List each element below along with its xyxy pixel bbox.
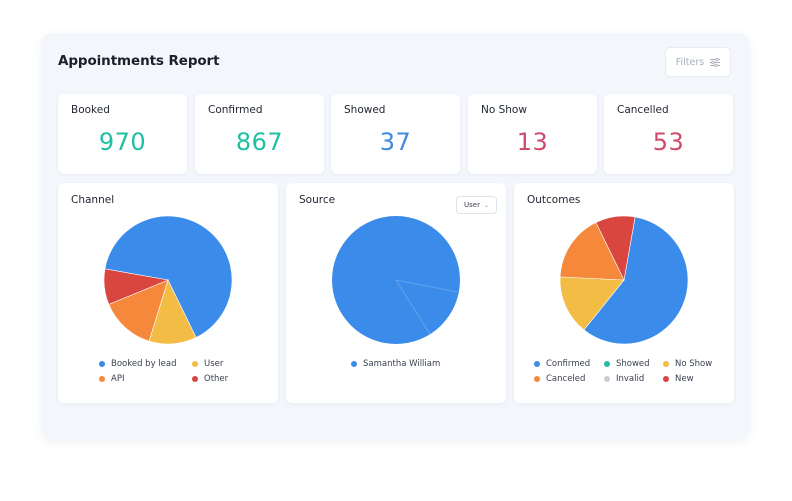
outcomes-chart-card: Outcomes Confirmed Showed No Show Cancel…	[514, 183, 734, 403]
legend-dot	[192, 361, 198, 367]
outcomes-pie-chart	[559, 215, 689, 345]
legend-label: Other	[204, 374, 229, 384]
pie-slice-api	[108, 279, 169, 342]
legend-dot	[534, 361, 540, 367]
legend-item: Booked by lead	[99, 359, 177, 369]
legend-dot	[99, 376, 105, 382]
stat-value: 13	[516, 128, 549, 156]
legend-item: Invalid	[604, 374, 644, 384]
legend-item: API	[99, 374, 124, 384]
legend-item: Confirmed	[534, 359, 590, 369]
chevron-down-icon: ⌄	[483, 201, 489, 209]
stat-card-booked: Booked 970	[58, 94, 187, 174]
legend-label: Invalid	[616, 374, 645, 384]
stat-label: Showed	[344, 104, 386, 116]
stat-label: Booked	[71, 104, 110, 116]
stat-value: 37	[379, 128, 412, 156]
legend-label: API	[111, 374, 125, 384]
source-pie-chart	[332, 216, 460, 344]
source-user-dropdown[interactable]: User ⌄	[456, 196, 497, 214]
legend-dot	[604, 361, 610, 367]
chart-title: Outcomes	[527, 194, 581, 206]
stat-label: Cancelled	[617, 104, 669, 116]
appointments-report-panel: Appointments Report Filters Booked 970 C…	[42, 33, 749, 439]
legend-dot	[99, 361, 105, 367]
legend-label: Booked by lead	[111, 359, 177, 369]
stat-value: 53	[652, 128, 685, 156]
report-title: Appointments Report	[58, 53, 220, 69]
legend-item: New	[663, 374, 694, 384]
stat-label: No Show	[481, 104, 527, 116]
legend-label: New	[675, 374, 694, 384]
legend-dot	[663, 361, 669, 367]
dropdown-value: User	[464, 201, 480, 209]
filters-label: Filters	[675, 56, 705, 68]
legend-label: User	[204, 359, 224, 369]
sliders-icon	[710, 57, 721, 67]
stat-label: Confirmed	[208, 104, 263, 116]
channel-pie-chart	[103, 215, 233, 345]
stat-value: 970	[98, 128, 147, 156]
legend-dot	[534, 376, 540, 382]
filters-button[interactable]: Filters	[665, 47, 731, 77]
pie-slice-booked-by-lead	[104, 215, 233, 338]
pie-slice-other	[103, 268, 170, 305]
legend-dot	[663, 376, 669, 382]
chart-title: Channel	[71, 194, 115, 206]
legend-label: Confirmed	[546, 359, 591, 369]
stat-card-cancelled: Cancelled 53	[604, 94, 733, 174]
pie-slice-no-show	[559, 276, 625, 331]
legend-label: No Show	[675, 359, 713, 369]
pie-slice-canceled	[559, 222, 625, 281]
legend-item: User	[192, 359, 223, 369]
legend-item: Canceled	[534, 374, 585, 384]
legend-item: Showed	[604, 359, 650, 369]
channel-chart-card: Channel Booked by lead User API Other	[58, 183, 278, 403]
legend-dot	[604, 376, 610, 382]
legend-item: Samantha William	[351, 359, 440, 369]
stat-card-showed: Showed 37	[331, 94, 460, 174]
stat-card-no-show: No Show 13	[468, 94, 597, 174]
pie-slice-confirmed	[583, 216, 689, 345]
pie-slice-new	[595, 215, 636, 281]
legend-item: Other	[192, 374, 228, 384]
pie-seam	[395, 279, 431, 335]
legend-dot	[192, 376, 198, 382]
legend-label: Samantha William	[363, 359, 441, 369]
source-chart-card: Source User ⌄ Samantha William	[286, 183, 506, 403]
pie-seam	[395, 279, 459, 293]
legend-item: No Show	[663, 359, 712, 369]
legend-dot	[351, 361, 357, 367]
legend-label: Canceled	[546, 374, 586, 384]
legend-label: Showed	[616, 359, 650, 369]
pie-slice-samantha-william	[332, 216, 460, 344]
stat-card-confirmed: Confirmed 867	[195, 94, 324, 174]
chart-title: Source	[299, 194, 336, 206]
stat-value: 867	[235, 128, 284, 156]
